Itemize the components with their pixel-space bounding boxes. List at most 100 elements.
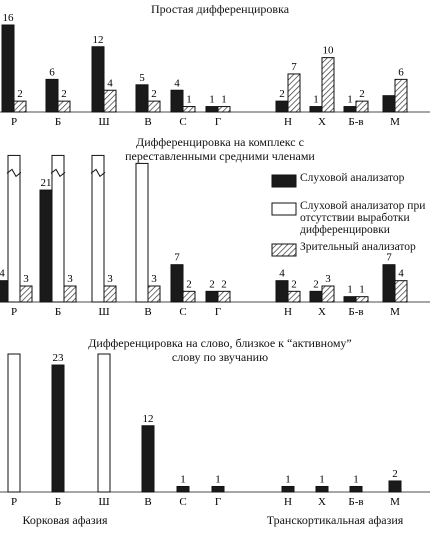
data-label: 3: [107, 273, 113, 285]
data-label: 1: [285, 473, 291, 485]
bar: [275, 280, 289, 303]
bar: [388, 480, 402, 493]
data-label: 4: [279, 268, 285, 280]
bar: [7, 154, 21, 303]
data-label: 3: [23, 273, 29, 285]
data-label: 1: [215, 473, 221, 485]
x-tick-label: Х: [318, 496, 326, 508]
data-label: 10: [323, 45, 335, 57]
bar: [182, 290, 196, 303]
bar: [39, 189, 53, 303]
bar: [7, 353, 21, 493]
bar: [217, 290, 231, 303]
data-label: 2: [61, 88, 67, 100]
bar: [394, 78, 408, 113]
legend-label: Слуховой анализатор: [300, 172, 405, 184]
bar: [91, 154, 105, 303]
x-tick-label: Н: [284, 496, 292, 508]
bar: [182, 106, 196, 113]
bar: [343, 106, 357, 113]
data-label: 2: [151, 88, 157, 100]
bar: [63, 285, 77, 303]
data-label: 1: [347, 284, 353, 296]
data-label: 5: [139, 72, 145, 84]
bar: [355, 100, 369, 113]
bar: [394, 280, 408, 303]
bar: [91, 46, 105, 113]
bar: [19, 285, 33, 303]
x-tick-label: Б: [55, 496, 61, 508]
data-label: 4: [0, 268, 5, 280]
data-label: 7: [386, 252, 392, 264]
break-mark: [50, 168, 66, 178]
x-tick-label: Р: [11, 306, 17, 318]
data-label: 1: [353, 473, 359, 485]
bar: [97, 353, 111, 493]
data-label: 1: [221, 94, 227, 106]
data-label: 7: [291, 61, 297, 73]
data-label: 2: [209, 278, 215, 290]
data-label: 23: [53, 352, 65, 364]
bar: [51, 154, 65, 303]
x-tick-label: Х: [318, 116, 326, 128]
data-label: 1: [319, 473, 325, 485]
x-tick-label: М: [390, 116, 400, 128]
x-tick-label: Ш: [98, 496, 109, 508]
data-label: 3: [67, 273, 73, 285]
x-tick-label: Б-в: [348, 496, 363, 508]
data-label: 2: [221, 278, 227, 290]
x-tick-label: Р: [11, 116, 17, 128]
legend-swatch: [271, 174, 297, 188]
x-tick-label: Х: [318, 306, 326, 318]
x-tick-label: С: [179, 306, 186, 318]
data-label: 16: [3, 12, 15, 24]
bar: [135, 162, 149, 303]
data-label: 1: [186, 94, 192, 106]
bar: [103, 285, 117, 303]
bar: [217, 106, 231, 113]
break-mark: [6, 168, 22, 178]
bar: [309, 290, 323, 303]
group-label: Транскортикальная афазия: [266, 513, 404, 527]
bar: [275, 100, 289, 113]
bar: [13, 100, 27, 113]
bar: [382, 95, 396, 113]
x-tick-label: Н: [284, 116, 292, 128]
data-label: 12: [93, 34, 104, 46]
bar: [141, 425, 155, 493]
data-label: 4: [107, 77, 113, 89]
bar: [1, 24, 15, 113]
x-tick-label: Ш: [98, 116, 109, 128]
bar: [315, 485, 329, 493]
x-tick-label: Б-в: [348, 116, 363, 128]
chart-title: Дифференцировка на комплекс с переставле…: [125, 135, 315, 163]
x-tick-label: В: [144, 306, 151, 318]
x-tick-label: Ш: [98, 306, 109, 318]
bar: [321, 285, 335, 303]
bar: [382, 264, 396, 303]
legend-label: Слуховой анализатор при отсутствии выраб…: [300, 200, 426, 236]
data-label: 4: [174, 77, 180, 89]
bar: [281, 485, 295, 493]
bar: [103, 89, 117, 113]
bar: [355, 296, 369, 303]
data-label: 3: [151, 273, 157, 285]
x-tick-label: В: [144, 116, 151, 128]
x-tick-label: Б: [55, 306, 61, 318]
bar: [205, 290, 219, 303]
bar: [45, 78, 59, 113]
bar: [343, 296, 357, 303]
data-label: 1: [313, 94, 319, 106]
bar: [170, 264, 184, 303]
data-label: 2: [279, 88, 285, 100]
x-tick-label: С: [179, 116, 186, 128]
bar: [287, 290, 301, 303]
x-tick-label: Г: [215, 116, 221, 128]
legend-label: Зрительный анализатор: [300, 241, 416, 253]
legend-swatch: [271, 202, 297, 216]
data-label: 1: [347, 94, 353, 106]
data-label: 12: [143, 413, 154, 425]
x-tick-label: Б-в: [348, 306, 363, 318]
x-tick-label: М: [390, 496, 400, 508]
